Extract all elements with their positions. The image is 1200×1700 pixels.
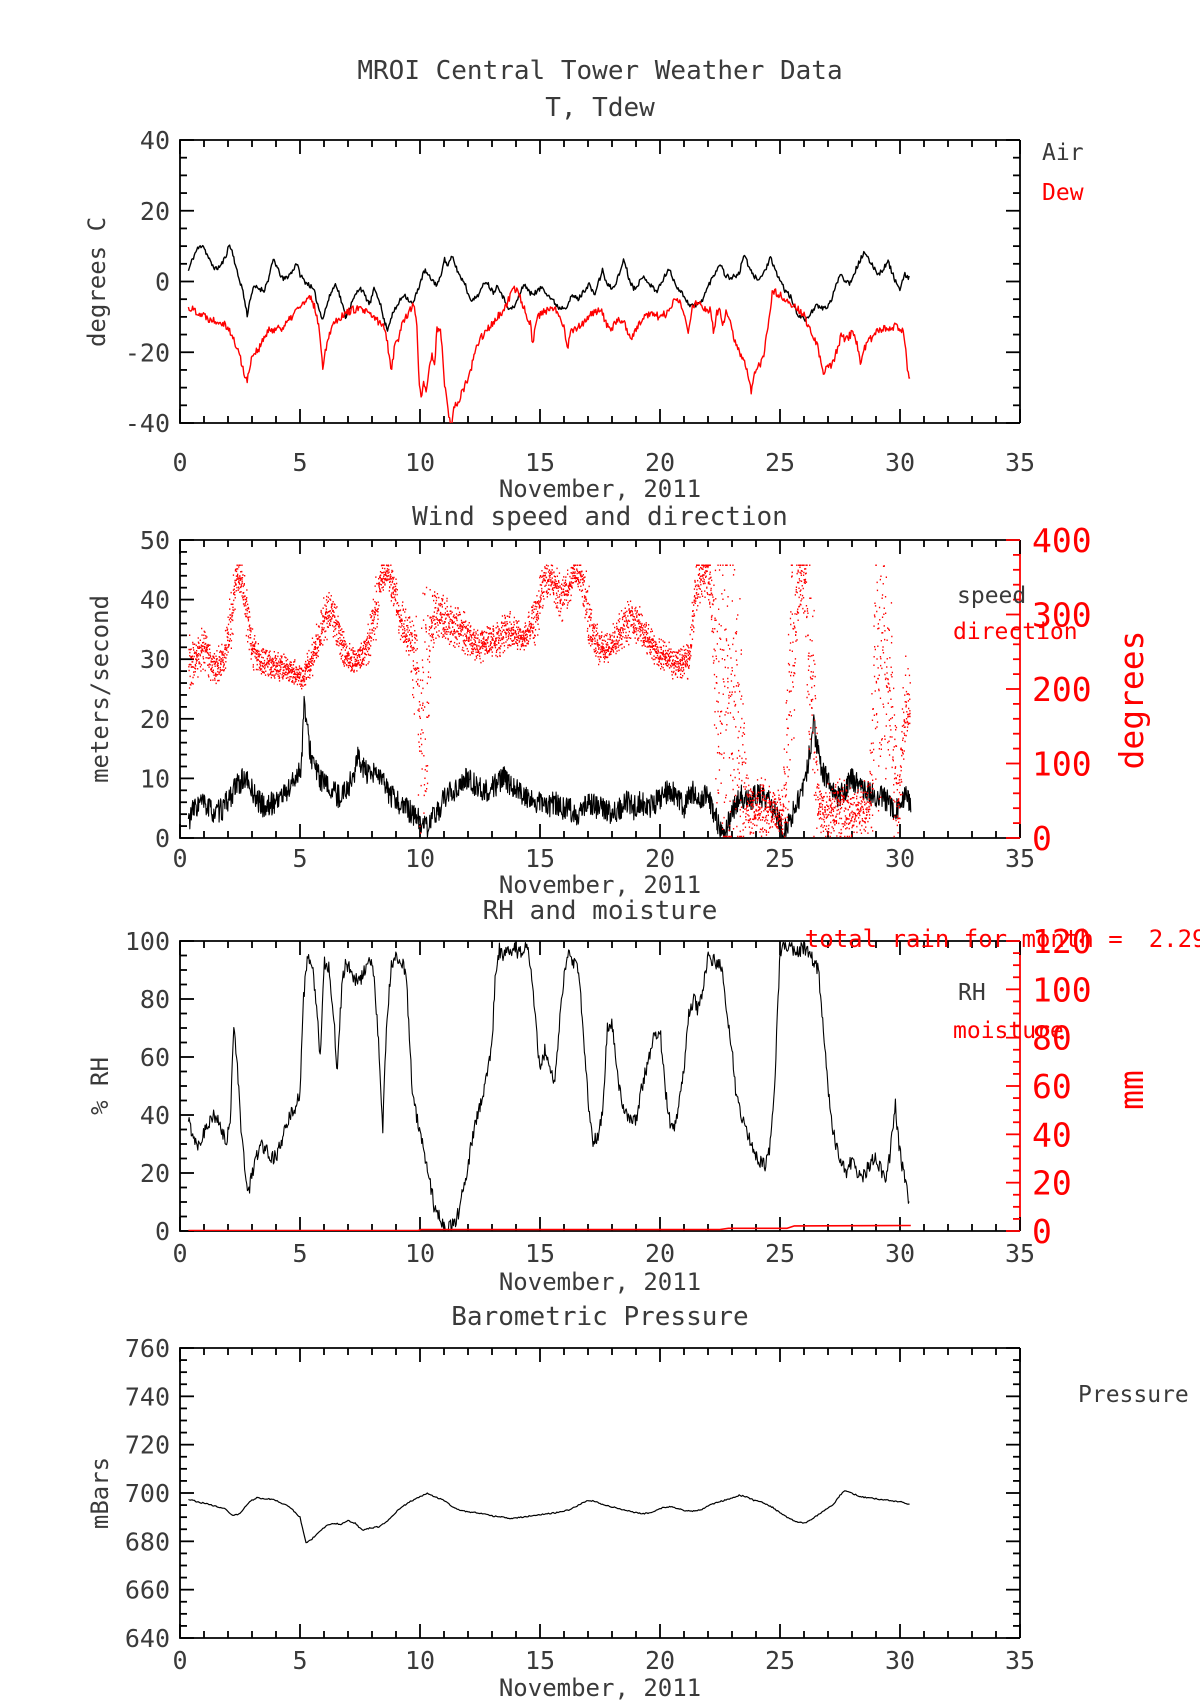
svg-text:20: 20 <box>645 844 675 873</box>
legend-pressure: Pressure <box>1078 1382 1189 1408</box>
x-axis-label-rh: November, 2011 <box>498 1268 702 1296</box>
svg-text:15: 15 <box>525 1646 555 1675</box>
legend-rh: RH <box>958 980 986 1006</box>
svg-text:20: 20 <box>140 1159 170 1188</box>
svg-text:0: 0 <box>172 1646 187 1675</box>
legend-air: Air <box>1042 140 1084 166</box>
total-rain-annotation: total rain for month = 2.29 mm <box>747 900 1200 979</box>
y2-axis-label-mm: mm <box>1111 1070 1151 1110</box>
svg-text:100: 100 <box>1032 745 1092 784</box>
svg-text:60: 60 <box>140 1043 170 1072</box>
svg-text:700: 700 <box>125 1479 170 1508</box>
svg-text:100: 100 <box>1032 970 1092 1009</box>
svg-text:60: 60 <box>1032 1067 1072 1106</box>
total-rain-label: total rain for month = <box>804 925 1123 954</box>
svg-text:0: 0 <box>1032 819 1052 858</box>
svg-text:25: 25 <box>765 844 795 873</box>
svg-text:20: 20 <box>645 1646 675 1675</box>
svg-text:640: 640 <box>125 1624 170 1653</box>
svg-text:40: 40 <box>140 1101 170 1130</box>
svg-text:20: 20 <box>645 448 675 477</box>
svg-text:0: 0 <box>172 1239 187 1268</box>
svg-text:720: 720 <box>125 1431 170 1460</box>
svg-text:5: 5 <box>292 1646 307 1675</box>
rh-panel-title: RH and moisture <box>482 896 718 926</box>
y-axis-label-degrees-c: degrees C <box>82 216 111 348</box>
svg-text:20: 20 <box>1032 1164 1072 1203</box>
svg-text:40: 40 <box>140 586 170 615</box>
svg-text:10: 10 <box>405 844 435 873</box>
svg-text:40: 40 <box>140 126 170 155</box>
svg-text:20: 20 <box>140 705 170 734</box>
svg-text:5: 5 <box>292 844 307 873</box>
svg-text:25: 25 <box>765 448 795 477</box>
svg-text:15: 15 <box>525 844 555 873</box>
svg-text:0: 0 <box>155 268 170 297</box>
svg-text:10: 10 <box>140 764 170 793</box>
page-title: MROI Central Tower Weather Data <box>357 56 843 86</box>
x-axis-label-temperature: November, 2011 <box>498 475 702 503</box>
svg-text:10: 10 <box>405 1646 435 1675</box>
svg-text:30: 30 <box>885 844 915 873</box>
legend-direction: direction <box>953 619 1078 645</box>
svg-text:0: 0 <box>155 824 170 853</box>
svg-text:40: 40 <box>1032 1115 1072 1154</box>
svg-text:120: 120 <box>1032 922 1092 961</box>
svg-text:25: 25 <box>765 1646 795 1675</box>
wind-panel-title: Wind speed and direction <box>412 502 788 532</box>
svg-text:200: 200 <box>1032 670 1092 709</box>
svg-text:400: 400 <box>1032 521 1092 560</box>
svg-text:80: 80 <box>1032 1019 1072 1058</box>
legend-moisture: moisture <box>953 1018 1064 1044</box>
svg-text:35: 35 <box>1005 844 1035 873</box>
svg-text:25: 25 <box>765 1239 795 1268</box>
svg-text:30: 30 <box>885 448 915 477</box>
svg-text:20: 20 <box>645 1239 675 1268</box>
x-axis-label-pressure: November, 2011 <box>498 1674 702 1700</box>
svg-text:10: 10 <box>405 448 435 477</box>
svg-text:35: 35 <box>1005 1646 1035 1675</box>
svg-text:300: 300 <box>1032 596 1092 635</box>
svg-text:80: 80 <box>140 985 170 1014</box>
y-axis-label-meters-second: meters/second <box>85 595 114 783</box>
x-axis-label-wind: November, 2011 <box>498 871 702 899</box>
svg-text:50: 50 <box>140 526 170 555</box>
svg-text:0: 0 <box>172 844 187 873</box>
svg-text:30: 30 <box>885 1239 915 1268</box>
total-rain-value: 2.29 mm <box>1148 925 1200 954</box>
legend-dew: Dew <box>1042 180 1084 206</box>
legend-speed: speed <box>957 583 1027 609</box>
svg-text:0: 0 <box>155 1217 170 1246</box>
y2-axis-label-degrees: degrees <box>1111 630 1151 770</box>
svg-text:35: 35 <box>1005 1239 1035 1268</box>
svg-text:15: 15 <box>525 1239 555 1268</box>
svg-text:30: 30 <box>140 645 170 674</box>
svg-text:5: 5 <box>292 1239 307 1268</box>
svg-text:-40: -40 <box>125 409 170 438</box>
svg-text:35: 35 <box>1005 448 1035 477</box>
y-axis-label-mbars: mBars <box>85 1456 114 1530</box>
pressure-panel-title: Barometric Pressure <box>451 1302 749 1332</box>
y-axis-label-percent-rh: % RH <box>85 1057 114 1115</box>
svg-text:100: 100 <box>125 927 170 956</box>
svg-text:0: 0 <box>1032 1212 1052 1251</box>
svg-text:-20: -20 <box>125 338 170 367</box>
svg-text:740: 740 <box>125 1382 170 1411</box>
svg-text:660: 660 <box>125 1576 170 1605</box>
svg-text:5: 5 <box>292 448 307 477</box>
svg-text:680: 680 <box>125 1527 170 1556</box>
temperature-panel-title: T, Tdew <box>545 93 655 123</box>
svg-text:0: 0 <box>172 448 187 477</box>
svg-text:15: 15 <box>525 448 555 477</box>
svg-text:760: 760 <box>125 1334 170 1363</box>
svg-text:20: 20 <box>140 197 170 226</box>
svg-text:30: 30 <box>885 1646 915 1675</box>
svg-text:10: 10 <box>405 1239 435 1268</box>
